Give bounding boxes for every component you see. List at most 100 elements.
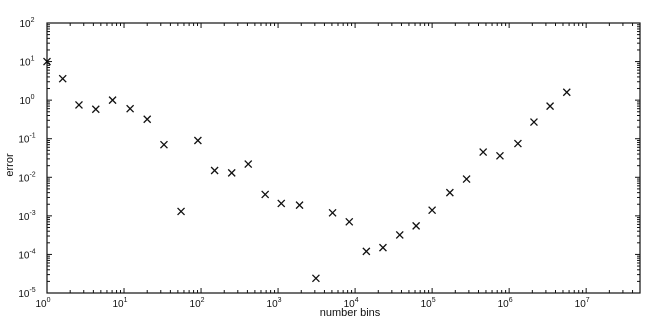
y-tick-label: 10-3 bbox=[18, 210, 35, 223]
y-tick-label: 10-4 bbox=[18, 248, 35, 261]
x-tick-label: 103 bbox=[267, 297, 282, 310]
y-tick-label: 100 bbox=[19, 94, 34, 107]
y-tick-base: 10 bbox=[18, 212, 30, 223]
data-point-stroke bbox=[445, 188, 454, 197]
y-axis-title: error bbox=[4, 153, 16, 177]
plot-area bbox=[46, 22, 641, 294]
x-tick-exponent: 7 bbox=[586, 297, 590, 304]
x-tick-label: 104 bbox=[344, 297, 359, 310]
data-point bbox=[412, 221, 421, 230]
x-tick-exponent: 5 bbox=[432, 297, 436, 304]
x-tick-base: 10 bbox=[190, 299, 202, 310]
data-point bbox=[345, 217, 354, 226]
y-tick-exponent: 2 bbox=[31, 17, 35, 24]
y-tick-base: 10 bbox=[18, 289, 30, 300]
data-point bbox=[529, 118, 538, 127]
data-point-stroke bbox=[143, 115, 152, 124]
data-point bbox=[328, 208, 337, 217]
data-point-stroke bbox=[75, 101, 83, 109]
x-tick-base: 10 bbox=[421, 299, 433, 310]
data-point bbox=[58, 74, 67, 83]
x-axis: 100 101 102 103 104 105 106 107 bbox=[35, 23, 641, 310]
data-point bbox=[496, 151, 504, 160]
y-tick-exponent: -3 bbox=[29, 210, 35, 217]
data-point bbox=[277, 199, 286, 208]
data-point-stroke bbox=[108, 96, 117, 105]
data-point bbox=[126, 104, 135, 113]
data-point bbox=[479, 148, 488, 157]
data-point bbox=[295, 201, 304, 210]
y-tick-base: 10 bbox=[18, 135, 30, 146]
data-point-stroke bbox=[126, 104, 135, 113]
x-tick-exponent: 3 bbox=[278, 297, 282, 304]
y-tick-exponent: -4 bbox=[29, 248, 35, 255]
y-tick-exponent: -5 bbox=[29, 287, 35, 294]
y-tick-exponent: -2 bbox=[29, 171, 35, 178]
y-tick-label: 10-1 bbox=[18, 133, 35, 146]
data-point-stroke bbox=[362, 247, 371, 256]
x-tick-base: 10 bbox=[113, 299, 125, 310]
x-tick-base: 10 bbox=[344, 299, 356, 310]
data-point-stroke bbox=[295, 201, 304, 210]
y-tick-exponent: -1 bbox=[29, 133, 35, 140]
data-point bbox=[244, 160, 253, 169]
data-point bbox=[75, 101, 83, 109]
y-tick-base: 10 bbox=[19, 19, 31, 30]
data-point-stroke bbox=[345, 217, 354, 226]
y-tick-exponent: 0 bbox=[31, 94, 35, 101]
data-point bbox=[362, 247, 371, 256]
data-point bbox=[378, 243, 387, 252]
data-point bbox=[210, 166, 219, 175]
data-point-stroke bbox=[546, 102, 555, 111]
data-point bbox=[311, 274, 320, 283]
data-point-stroke bbox=[261, 190, 270, 199]
data-point bbox=[395, 230, 404, 239]
x-tick-exponent: 0 bbox=[47, 297, 51, 304]
y-tick-base: 10 bbox=[18, 173, 30, 184]
x-tick-label: 100 bbox=[35, 297, 50, 310]
x-tick-exponent: 4 bbox=[355, 297, 359, 304]
data-point-stroke bbox=[513, 139, 522, 148]
y-tick-base: 10 bbox=[18, 250, 30, 261]
y-tick-label: 10-5 bbox=[18, 287, 35, 300]
data-point-stroke bbox=[378, 243, 387, 252]
data-point bbox=[513, 139, 522, 148]
data-point-stroke bbox=[562, 88, 571, 97]
x-tick-base: 10 bbox=[267, 299, 279, 310]
data-point-stroke bbox=[160, 140, 168, 149]
data-point-stroke bbox=[428, 206, 437, 215]
y-tick-label: 101 bbox=[19, 56, 34, 69]
data-point bbox=[91, 105, 100, 114]
data-point-stroke bbox=[210, 166, 219, 175]
data-point-stroke bbox=[193, 136, 202, 145]
data-point-stroke bbox=[58, 74, 67, 83]
x-tick-base: 10 bbox=[575, 299, 587, 310]
data-point bbox=[428, 206, 437, 215]
data-point bbox=[445, 188, 454, 197]
data-point-stroke bbox=[529, 118, 538, 127]
data-point-stroke bbox=[244, 160, 253, 169]
data-point-stroke bbox=[311, 274, 320, 283]
y-tick-base: 10 bbox=[19, 58, 31, 69]
data-point bbox=[261, 190, 270, 199]
x-tick-exponent: 6 bbox=[509, 297, 513, 304]
x-tick-label: 107 bbox=[575, 297, 590, 310]
data-point bbox=[108, 96, 117, 105]
data-point bbox=[227, 168, 236, 177]
plot-frame bbox=[46, 22, 641, 294]
data-point-stroke bbox=[462, 175, 471, 184]
x-tick-label: 106 bbox=[498, 297, 513, 310]
data-point-stroke bbox=[496, 151, 504, 160]
x-tick-label: 105 bbox=[421, 297, 436, 310]
data-point bbox=[143, 115, 152, 124]
data-point bbox=[546, 102, 555, 111]
data-point bbox=[177, 207, 186, 216]
data-point-stroke bbox=[91, 105, 100, 114]
x-tick-exponent: 2 bbox=[201, 297, 205, 304]
data-point bbox=[193, 136, 202, 145]
x-tick-base: 10 bbox=[498, 299, 510, 310]
data-point bbox=[562, 88, 571, 97]
data-point-stroke bbox=[227, 168, 236, 177]
